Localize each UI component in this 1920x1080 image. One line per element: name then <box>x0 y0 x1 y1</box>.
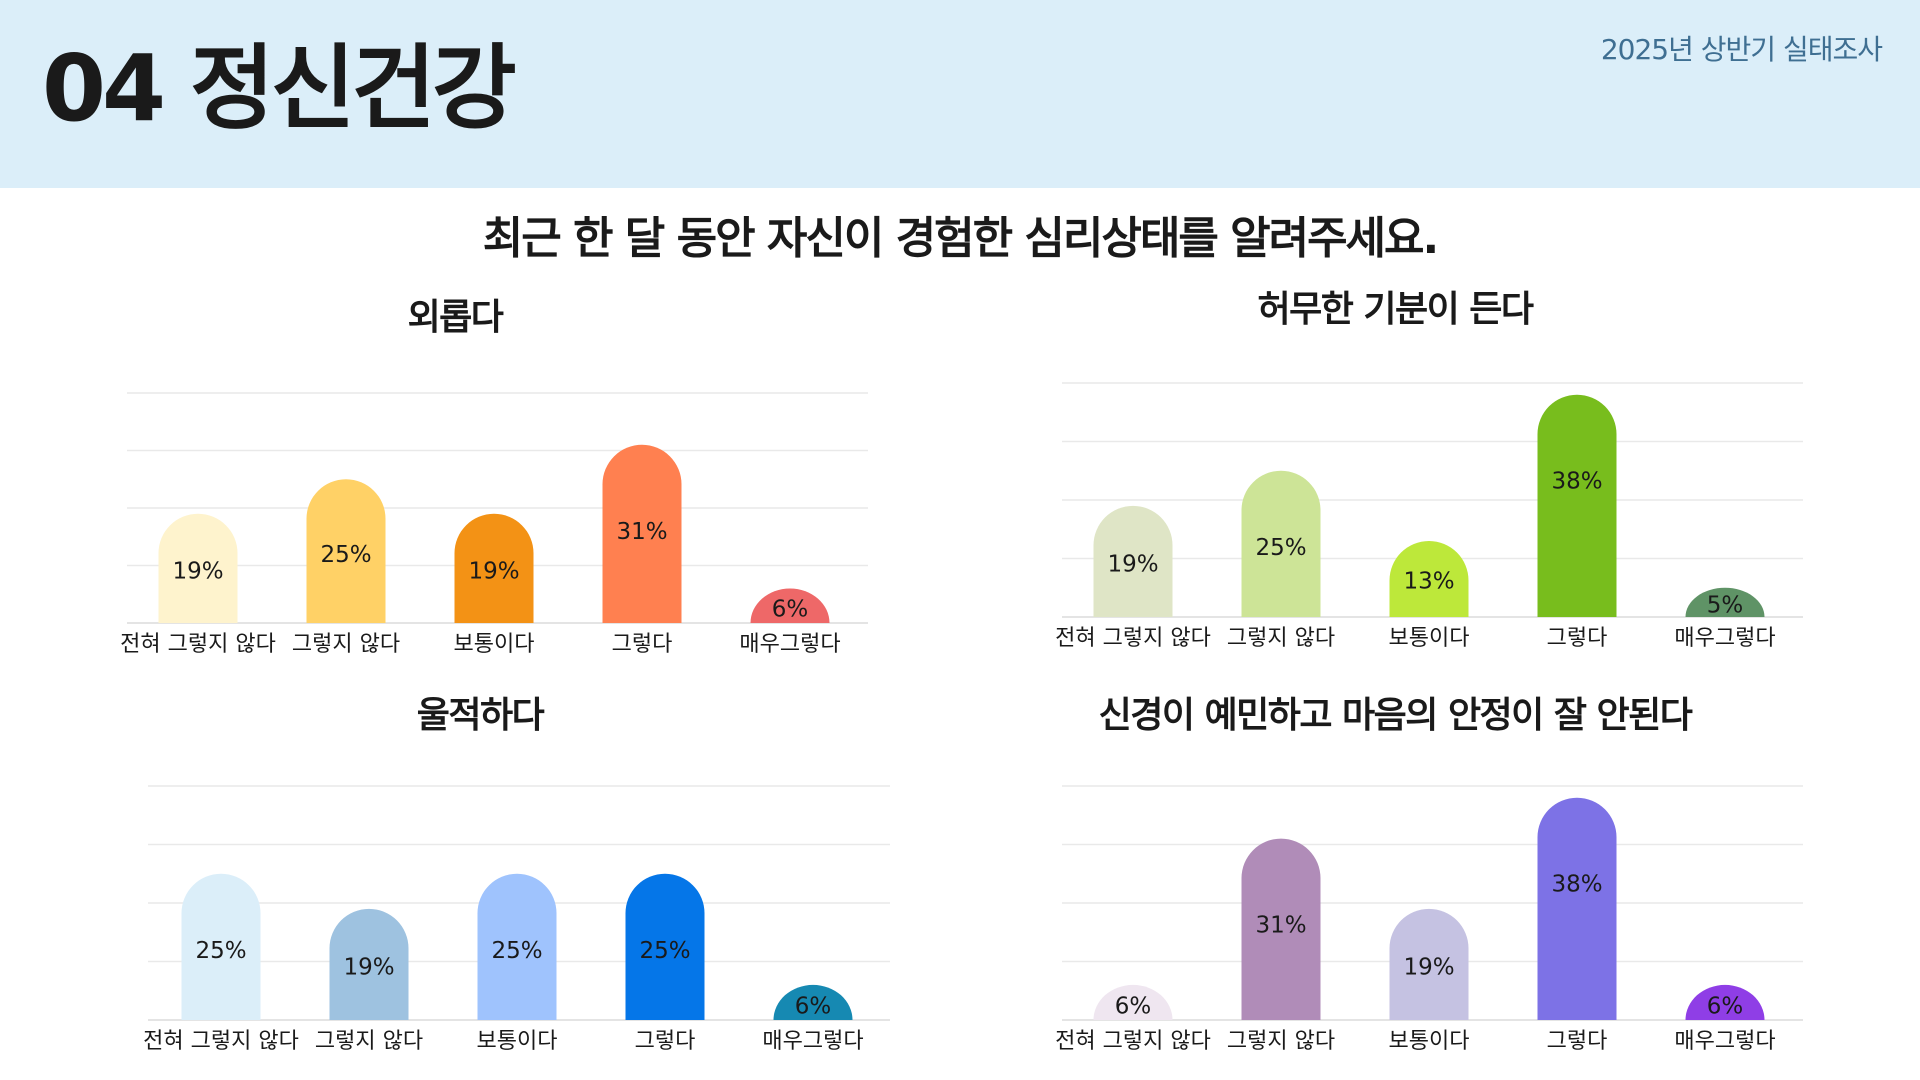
empty-category-label: 매우그렇다 <box>1674 626 1775 651</box>
lonely-bar-4 <box>602 444 682 623</box>
lonely-value-label: 25% <box>320 542 371 568</box>
depressed-value-label: 25% <box>491 938 542 964</box>
depressed-bar-3 <box>477 873 557 1020</box>
depressed-value-label: 25% <box>639 938 690 964</box>
chart-title-depressed: 울적하다 <box>416 695 545 736</box>
empty-bar-2 <box>1241 470 1321 617</box>
nervous-category-label: 매우그렇다 <box>1674 1029 1775 1054</box>
lonely-category-label: 그렇지 않다 <box>292 632 400 657</box>
empty-category-label: 보통이다 <box>1389 626 1470 651</box>
empty-bar-5 <box>1685 587 1765 617</box>
empty-category-label: 그렇다 <box>1547 626 1608 651</box>
depressed-category-label: 그렇다 <box>635 1029 696 1054</box>
depressed-value-label: 19% <box>343 955 394 981</box>
survey-label: 2025년 상반기 실태조사 <box>1600 33 1883 66</box>
depressed-bar-4 <box>625 873 705 1020</box>
lonely-value-label: 6% <box>772 597 809 623</box>
page-title: 04 정신건강 <box>42 35 517 142</box>
empty-bar-3 <box>1389 540 1469 617</box>
empty-value-label: 25% <box>1255 535 1306 561</box>
chart-title-empty: 허무한 기분이 든다 <box>1257 289 1534 330</box>
lonely-category-label: 그렇다 <box>612 632 673 657</box>
depressed-bar-1 <box>181 873 261 1020</box>
empty-category-label: 그렇지 않다 <box>1227 626 1335 651</box>
lonely-category-label: 전혀 그렇지 않다 <box>120 632 276 657</box>
empty-value-label: 19% <box>1107 552 1158 578</box>
nervous-category-label: 그렇다 <box>1547 1029 1608 1054</box>
nervous-bar-3 <box>1389 908 1469 1020</box>
empty-bar-4 <box>1537 394 1617 617</box>
nervous-value-label: 6% <box>1115 993 1152 1019</box>
nervous-bar-1 <box>1093 984 1173 1020</box>
nervous-value-label: 38% <box>1551 872 1602 898</box>
nervous-value-label: 31% <box>1255 913 1306 939</box>
lonely-bar-5 <box>750 588 830 623</box>
lonely-bar-2 <box>306 479 386 623</box>
depressed-value-label: 25% <box>195 938 246 964</box>
empty-bar-1 <box>1093 505 1173 617</box>
nervous-value-label: 19% <box>1403 955 1454 981</box>
header-banner: 04 정신건강 2025년 상반기 실태조사 <box>0 0 1920 188</box>
survey-question: 최근 한 달 동안 자신이 경험한 심리상태를 알려주세요. <box>482 213 1440 264</box>
empty-value-label: 13% <box>1403 568 1454 594</box>
depressed-value-label: 6% <box>795 993 832 1019</box>
lonely-value-label: 19% <box>468 559 519 585</box>
lonely-bar-1 <box>158 513 238 623</box>
chart-title-lonely: 외롭다 <box>407 297 504 338</box>
chart-title-nervous: 신경이 예민하고 마음의 안정이 잘 안된다 <box>1098 695 1693 736</box>
nervous-category-label: 그렇지 않다 <box>1227 1029 1335 1054</box>
empty-value-label: 38% <box>1551 469 1602 495</box>
depressed-category-label: 보통이다 <box>477 1029 558 1054</box>
depressed-bar-2 <box>329 908 409 1020</box>
depressed-bar-5 <box>773 984 853 1020</box>
nervous-value-label: 6% <box>1707 993 1744 1019</box>
empty-value-label: 5% <box>1707 593 1744 619</box>
depressed-category-label: 전혀 그렇지 않다 <box>143 1029 299 1054</box>
nervous-bar-4 <box>1537 797 1617 1020</box>
depressed-category-label: 매우그렇다 <box>762 1029 863 1054</box>
lonely-value-label: 31% <box>616 519 667 545</box>
lonely-category-label: 보통이다 <box>454 632 535 657</box>
nervous-bar-2 <box>1241 838 1321 1020</box>
depressed-category-label: 그렇지 않다 <box>315 1029 423 1054</box>
empty-category-label: 전혀 그렇지 않다 <box>1055 626 1211 651</box>
lonely-value-label: 19% <box>172 559 223 585</box>
nervous-category-label: 보통이다 <box>1389 1029 1470 1054</box>
nervous-category-label: 전혀 그렇지 않다 <box>1055 1029 1211 1054</box>
nervous-bar-5 <box>1685 984 1765 1020</box>
lonely-category-label: 매우그렇다 <box>739 632 840 657</box>
lonely-bar-3 <box>454 513 534 623</box>
